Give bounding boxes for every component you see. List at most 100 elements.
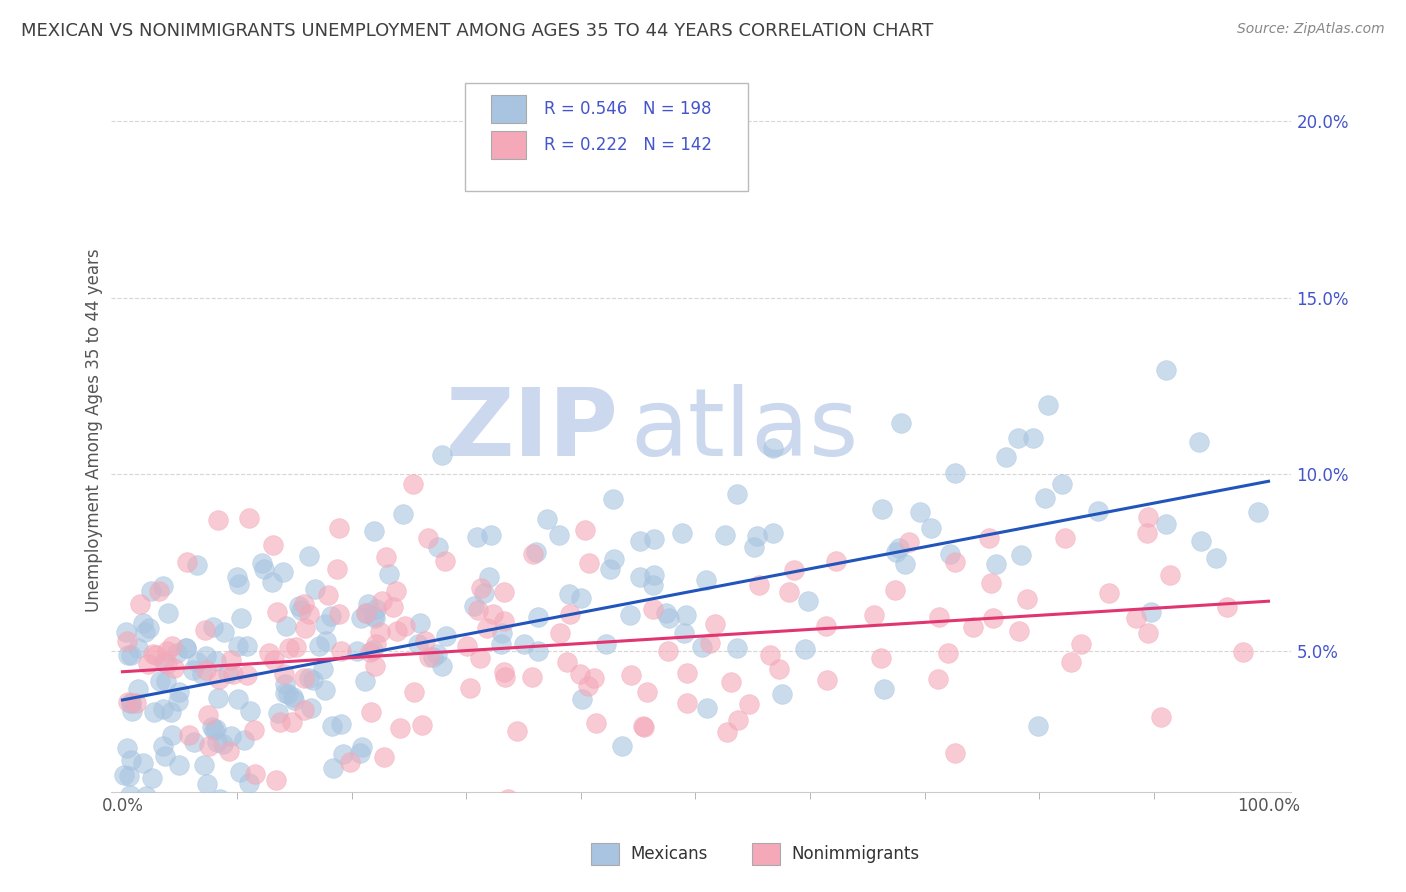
Point — [176, 556, 198, 570]
Point — [1007, 431, 1029, 445]
Point — [166, 694, 188, 708]
Point — [995, 450, 1018, 464]
Point — [582, 671, 605, 685]
Point — [354, 606, 377, 620]
Point — [226, 639, 249, 653]
Point — [794, 641, 817, 656]
Point — [422, 650, 444, 665]
Point — [269, 715, 291, 730]
Point — [366, 637, 388, 651]
Point — [212, 737, 235, 751]
Point — [1033, 491, 1056, 505]
Point — [636, 684, 658, 698]
Point — [696, 701, 718, 715]
Point — [472, 586, 495, 600]
Point — [962, 620, 984, 634]
Point — [770, 687, 793, 701]
Point — [394, 618, 416, 632]
Point — [120, 648, 142, 662]
Point — [527, 609, 550, 624]
Point — [1060, 655, 1083, 669]
Point — [558, 587, 581, 601]
Point — [153, 655, 176, 669]
Point — [434, 554, 457, 568]
Point — [352, 739, 374, 754]
Point — [1010, 548, 1032, 562]
Point — [603, 551, 626, 566]
Point — [571, 691, 593, 706]
Point — [328, 521, 350, 535]
Point — [392, 507, 415, 521]
Point — [434, 629, 457, 643]
Point — [322, 761, 344, 775]
Point — [727, 713, 749, 727]
Point — [174, 640, 197, 655]
Point — [174, 640, 197, 655]
Point — [138, 621, 160, 635]
Point — [232, 733, 254, 747]
Point — [155, 674, 177, 689]
Point — [139, 584, 162, 599]
Point — [298, 671, 321, 685]
Point — [346, 643, 368, 657]
Point — [1135, 526, 1157, 541]
Point — [385, 583, 408, 598]
Point — [413, 633, 436, 648]
Point — [797, 594, 820, 608]
Point — [1052, 477, 1074, 491]
Point — [943, 746, 966, 760]
Point — [418, 649, 440, 664]
Point — [430, 658, 453, 673]
Point — [125, 696, 148, 710]
Point — [863, 608, 886, 623]
Point — [574, 523, 596, 537]
Point — [628, 533, 651, 548]
Point — [927, 672, 949, 686]
Point — [402, 684, 425, 698]
Point — [114, 624, 136, 639]
Point — [111, 802, 134, 816]
Point — [325, 562, 347, 576]
Point — [195, 663, 218, 677]
Point — [364, 611, 387, 625]
Point — [643, 532, 665, 546]
Point — [526, 544, 548, 558]
Point — [314, 616, 336, 631]
Point — [127, 681, 149, 696]
Point — [142, 705, 165, 719]
Point — [1189, 534, 1212, 549]
Point — [977, 531, 1000, 545]
Point — [235, 667, 257, 681]
Point — [297, 802, 319, 816]
Point — [118, 769, 141, 783]
Point — [494, 670, 516, 684]
Point — [330, 644, 353, 658]
Point — [870, 650, 893, 665]
Point — [889, 541, 911, 555]
Point — [1008, 624, 1031, 638]
Point — [898, 535, 921, 549]
Point — [301, 673, 323, 687]
Point — [267, 706, 290, 720]
Point — [238, 511, 260, 525]
Point — [271, 565, 294, 579]
Point — [262, 574, 284, 589]
Point — [366, 602, 388, 616]
Point — [349, 611, 371, 625]
Point — [193, 758, 215, 772]
Point — [699, 636, 721, 650]
Point — [266, 605, 288, 619]
Point — [177, 728, 200, 742]
Point — [136, 657, 159, 671]
Point — [467, 603, 489, 617]
Point — [782, 563, 804, 577]
Point — [117, 648, 139, 662]
Point — [619, 607, 641, 622]
Point — [332, 747, 354, 762]
Point — [470, 581, 492, 595]
Point — [208, 792, 231, 806]
Point — [983, 611, 1005, 625]
Point — [117, 741, 139, 756]
Point — [197, 707, 219, 722]
Point — [183, 735, 205, 749]
